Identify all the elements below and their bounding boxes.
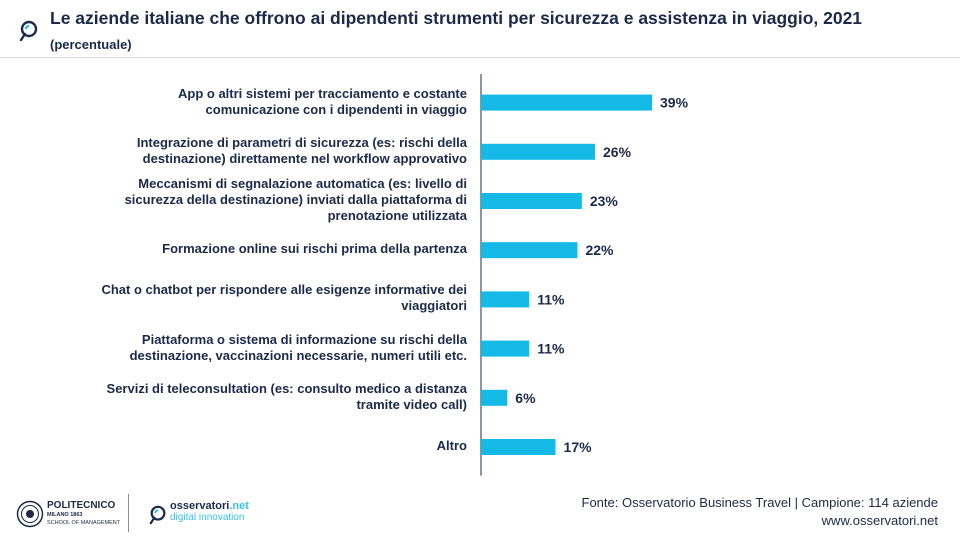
value-label-6: 6%: [515, 390, 536, 406]
category-label-line: App o altri sistemi per tracciamento e c…: [178, 85, 467, 101]
category-label-3: Formazione online sui rischi prima della…: [27, 241, 467, 257]
website-link[interactable]: www.osservatori.net: [821, 513, 938, 528]
osservatori-tagline: digital innovation: [170, 512, 245, 523]
category-label-line: Servizi di teleconsultation (es: consult…: [106, 380, 467, 396]
category-label-7: Altro: [27, 438, 467, 454]
source-note: Fonte: Osservatorio Business Travel | Ca…: [582, 494, 938, 530]
bar-0: [481, 94, 652, 111]
category-label-line: comunicazione con i dipendenti in viaggi…: [205, 101, 467, 117]
category-label-line: tramite video call): [356, 396, 467, 412]
category-label-line: Altro: [436, 438, 467, 453]
category-label-2: Meccanismi di segnalazione automatica (e…: [27, 176, 467, 224]
category-label-line: viaggiatori: [401, 298, 467, 314]
polimi-school: SCHOOL OF MANAGEMENT: [47, 520, 121, 526]
category-label-line: Integrazione di parametri di sicurezza (…: [136, 134, 467, 150]
value-label-3: 22%: [585, 242, 614, 258]
value-label-0: 39%: [660, 95, 689, 111]
bar-2: [481, 193, 582, 209]
value-label-7: 17%: [564, 439, 593, 455]
value-label-1: 26%: [603, 144, 632, 160]
polimi-name: POLITECNICO: [47, 500, 116, 511]
bar-1: [481, 143, 595, 160]
category-label-1: Integrazione di parametri di sicurezza (…: [27, 135, 467, 167]
osservatori-magnifier-icon: [149, 505, 166, 525]
value-label-4: 11%: [537, 291, 565, 307]
source-text: Fonte: Osservatorio Business Travel | Ca…: [581, 495, 938, 510]
category-label-line: Meccanismi di segnalazione automatica (e…: [138, 176, 467, 191]
page-subtitle: (percentuale): [50, 37, 132, 52]
page-title: Le aziende italiane che offrono ai dipen…: [50, 8, 863, 28]
polimi-logo: POLITECNICO MILANO 1863 SCHOOL OF MANAGE…: [16, 500, 126, 534]
category-label-line: sicurezza della destinazione) inviati da…: [124, 192, 467, 207]
footer-divider: [128, 494, 129, 532]
bar-3: [481, 242, 578, 259]
category-label-line: destinazione, vaccinazioni necessarie, n…: [129, 347, 467, 363]
polimi-seal-icon: [16, 500, 44, 528]
category-label-line: Formazione online sui rischi prima della…: [162, 241, 467, 257]
bar-6: [481, 389, 508, 406]
bar-7: [481, 439, 556, 455]
value-label-2: 23%: [590, 193, 619, 209]
category-label-0: App o altri sistemi per tracciamento e c…: [27, 86, 467, 118]
category-label-line: destinazione) direttamente nel workflow …: [142, 150, 467, 166]
category-label-4: Chat o chatbot per rispondere alle esige…: [27, 282, 467, 314]
bar-4: [481, 291, 530, 308]
osservatori-logo: osservatori.net digital innovation: [148, 500, 268, 534]
category-label-6: Servizi di teleconsultation (es: consult…: [27, 381, 467, 413]
polimi-city: MILANO 1863: [47, 512, 83, 518]
osservatori-name: osservatori.net: [170, 500, 249, 512]
header-divider: [0, 57, 960, 58]
category-label-line: Piattaforma o sistema di informazione su…: [141, 331, 467, 347]
bar-5: [481, 340, 530, 357]
value-label-5: 11%: [537, 341, 565, 357]
magnifier-logo-icon: [19, 20, 38, 42]
category-label-line: Chat o chatbot per rispondere alle esige…: [101, 282, 467, 298]
category-label-line: prenotazione utilizzata: [327, 208, 467, 223]
category-label-5: Piattaforma o sistema di informazione su…: [27, 332, 467, 364]
